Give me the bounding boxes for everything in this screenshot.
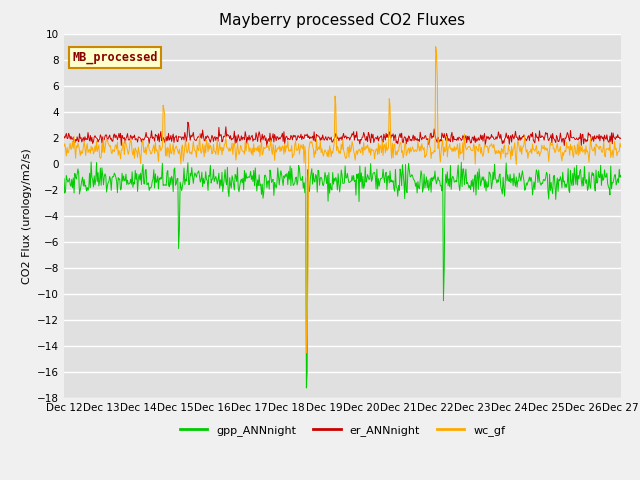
wc_gf (70, 134, 78, 140)
gpp_ANNnight (617, 173, 625, 179)
gpp_ANNnight (185, 182, 193, 188)
Text: MB_processed: MB_processed (72, 51, 158, 64)
er_ANNnight (214, 138, 222, 144)
gpp_ANNnight (70, 190, 78, 196)
er_ANNnight (617, 135, 625, 141)
Title: Mayberry processed CO2 Fluxes: Mayberry processed CO2 Fluxes (220, 13, 465, 28)
Line: wc_gf: wc_gf (64, 47, 621, 353)
Legend: gpp_ANNnight, er_ANNnight, wc_gf: gpp_ANNnight, er_ANNnight, wc_gf (175, 420, 509, 440)
wc_gf (184, 147, 192, 153)
wc_gf (214, 136, 221, 142)
gpp_ANNnight (214, 177, 222, 182)
wc_gf (617, 144, 625, 150)
wc_gf (428, 156, 435, 161)
gpp_ANNnight (428, 175, 436, 180)
gpp_ANNnight (412, 183, 419, 189)
wc_gf (60, 144, 68, 149)
gpp_ANNnight (128, 169, 136, 175)
wc_gf (303, 350, 310, 356)
er_ANNnight (184, 120, 192, 125)
er_ANNnight (263, 144, 271, 150)
er_ANNnight (70, 141, 78, 146)
gpp_ANNnight (60, 176, 68, 181)
er_ANNnight (428, 136, 436, 142)
wc_gf (432, 44, 440, 49)
wc_gf (127, 139, 135, 145)
Line: er_ANNnight: er_ANNnight (64, 122, 621, 147)
Line: gpp_ANNnight: gpp_ANNnight (64, 162, 621, 388)
er_ANNnight (412, 136, 419, 142)
er_ANNnight (60, 133, 68, 139)
Y-axis label: CO2 Flux (urology/m2/s): CO2 Flux (urology/m2/s) (22, 148, 31, 284)
er_ANNnight (185, 122, 193, 128)
wc_gf (411, 147, 419, 153)
er_ANNnight (127, 134, 135, 140)
gpp_ANNnight (303, 385, 310, 391)
gpp_ANNnight (87, 159, 95, 165)
